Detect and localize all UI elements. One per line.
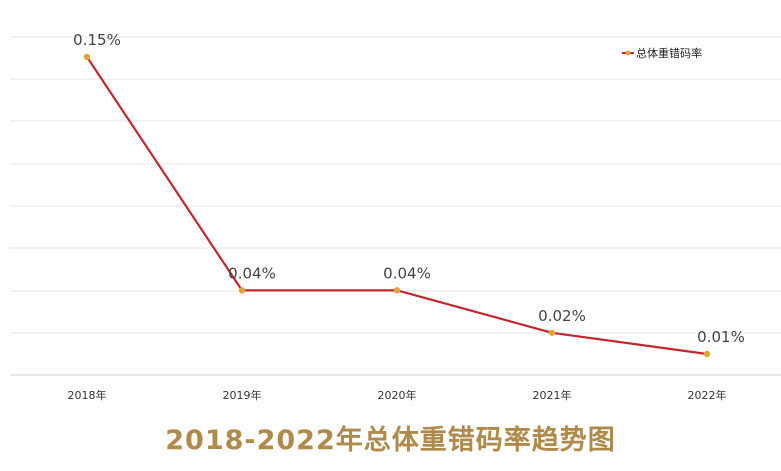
legend: 总体重错码率 (622, 46, 702, 60)
line-chart: 2018年 2019年 2020年 2021年 2022年 0.15% 0.04% 0.04… (10, 31, 781, 402)
data-point (83, 53, 91, 61)
series-group (83, 53, 711, 358)
data-point (548, 329, 556, 336)
data-label: 0.04% (383, 264, 431, 282)
legend-marker-swatch (625, 50, 631, 56)
data-point (393, 287, 401, 294)
data-label: 0.04% (228, 264, 276, 282)
data-point (238, 287, 246, 294)
legend-label: 总体重错码率 (636, 46, 702, 60)
grid-lines (10, 36, 781, 334)
x-tick-label: 2018年 (68, 388, 107, 402)
data-point (703, 350, 711, 358)
chart-title: 2018-2022年总体重错码率趋势图 (165, 425, 616, 456)
data-labels: 0.15% 0.04% 0.04% 0.02% 0.01% (73, 31, 745, 346)
data-label: 0.01% (697, 328, 745, 346)
x-tick-label: 2020年 (378, 388, 417, 402)
x-tick-label: 2022年 (688, 388, 727, 402)
x-tick-label: 2019年 (223, 388, 262, 402)
x-tick-label: 2021年 (533, 388, 572, 402)
data-label: 0.15% (73, 31, 121, 49)
data-label: 0.02% (538, 307, 586, 325)
x-axis: 2018年 2019年 2020年 2021年 2022年 (10, 374, 781, 402)
